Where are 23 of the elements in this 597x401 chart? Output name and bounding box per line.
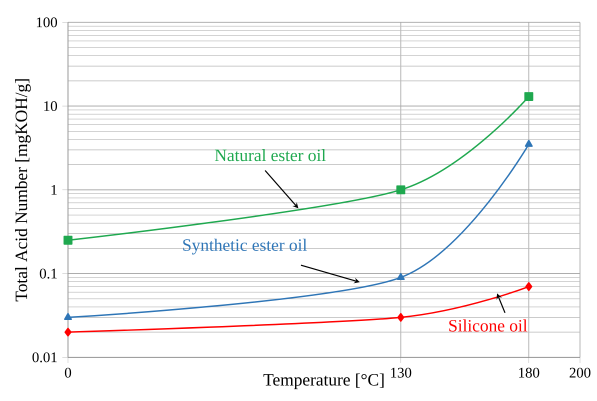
y-axis-title: Total Acid Number [mgKOH/g]: [15, 79, 31, 302]
x-tick-label: 180: [519, 368, 540, 378]
point: [64, 312, 72, 320]
y-tick-label: 0.1: [40, 268, 57, 279]
point: [524, 140, 533, 147]
point: [524, 92, 534, 102]
text: Natural ester oil: [214, 148, 326, 162]
text: Synthetic ester oil: [183, 238, 307, 254]
x-tick-label: 130: [391, 368, 412, 378]
x-axis-title: Temperature [°C]: [263, 373, 384, 390]
series-label: Silicone oil: [449, 319, 528, 332]
y-tick-label: 0.01: [32, 352, 57, 362]
point: [397, 312, 404, 322]
point: [525, 282, 532, 292]
x-tick-label: 200: [570, 368, 590, 378]
point: [64, 328, 72, 337]
x-tick-label: 0: [64, 368, 72, 378]
point: [396, 272, 405, 280]
y-tick-label: 100: [36, 17, 58, 28]
y-tick-label: 1: [52, 184, 57, 195]
point: [396, 185, 406, 194]
y-tick-label: 10: [44, 101, 58, 112]
point: [64, 236, 72, 245]
